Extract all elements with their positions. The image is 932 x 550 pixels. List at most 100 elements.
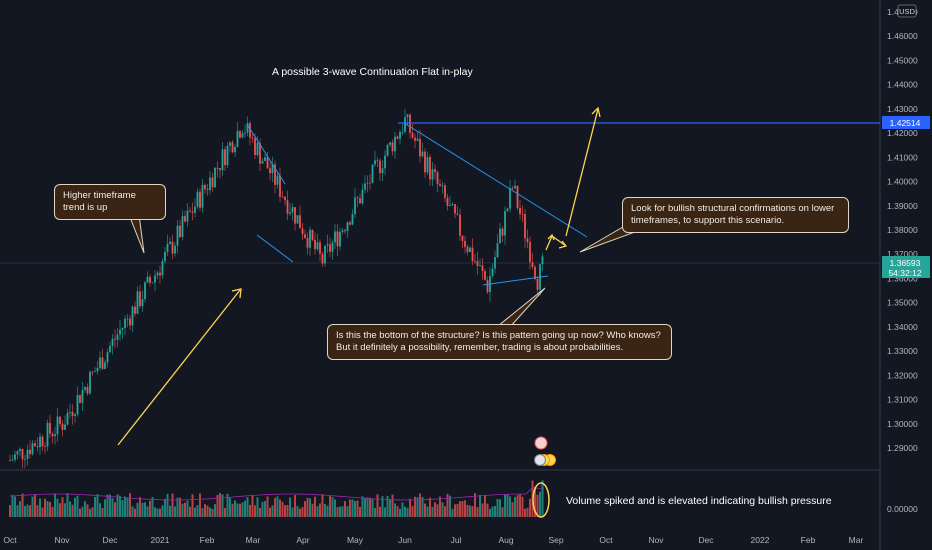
chart-title: A possible 3-wave Continuation Flat in-p…	[272, 66, 473, 78]
candle-body	[206, 189, 209, 191]
candle-body	[314, 239, 316, 250]
volume-bar	[14, 496, 16, 517]
volume-bar	[371, 498, 374, 517]
volume-bar	[19, 501, 21, 517]
volume-bar	[401, 502, 404, 517]
candle-body	[341, 230, 344, 232]
event-markers	[534, 436, 556, 466]
y-tick-label: 1.41000	[887, 152, 918, 162]
volume-bar	[29, 505, 31, 517]
candle-body	[524, 214, 526, 239]
candle-body	[221, 149, 224, 171]
y-tick-label: 1.39000	[887, 201, 918, 211]
volume-bar	[384, 507, 386, 517]
candle-body	[169, 241, 171, 244]
x-tick-label: Oct	[599, 535, 613, 545]
candle-body	[479, 265, 481, 267]
volume-bar	[26, 504, 29, 517]
volume-bar	[279, 499, 281, 517]
volume-bar	[214, 504, 216, 517]
volume-bar	[316, 506, 319, 517]
volume-bar	[171, 493, 174, 517]
volume-bar	[484, 495, 486, 517]
candle-body	[516, 185, 519, 208]
volume-layer	[9, 480, 545, 517]
volume-bar	[239, 503, 241, 517]
candle-body	[429, 157, 431, 180]
candle-body	[321, 253, 324, 264]
candle-body	[189, 210, 191, 212]
volume-bar	[244, 500, 246, 517]
candle-body	[66, 412, 69, 425]
y-tick-label: 1.44000	[887, 80, 918, 90]
volume-bar	[159, 508, 161, 517]
channel-line-d	[482, 275, 549, 286]
y-tick-label: 1.32000	[887, 370, 918, 380]
y-tick-label: 1.43000	[887, 104, 918, 114]
volume-bar	[241, 502, 244, 517]
candle-body	[34, 443, 36, 447]
volume-bar	[94, 496, 96, 517]
candle-body	[86, 386, 89, 394]
volume-bar	[66, 493, 69, 517]
volume-bar	[274, 497, 276, 517]
volume-bar	[194, 507, 196, 517]
candle-body	[426, 157, 429, 173]
candle-body	[61, 423, 64, 430]
candle-body	[224, 149, 226, 166]
candle-body	[371, 164, 374, 183]
x-tick-label: Feb	[200, 535, 215, 545]
volume-bar	[269, 507, 271, 517]
volume-bar	[46, 501, 49, 517]
candle-body	[89, 371, 91, 394]
volume-bar	[166, 493, 169, 517]
candle-body	[106, 352, 109, 363]
candle-body	[276, 175, 279, 185]
currency-label: USD	[899, 7, 915, 16]
volume-bar	[421, 496, 424, 517]
volume-bar	[119, 495, 121, 517]
candle-body	[334, 231, 336, 243]
candle-body	[39, 436, 41, 448]
callout-question: Is this the bottom of the structure? Is …	[327, 324, 672, 360]
y-tick-label: 1.40000	[887, 177, 918, 187]
wave-path-head	[547, 233, 555, 241]
candle-body	[31, 443, 34, 455]
volume-bar	[319, 503, 321, 517]
volume-bar	[221, 494, 224, 517]
volume-bar	[416, 497, 419, 517]
candle-body	[459, 214, 461, 236]
x-tick-label: Mar	[246, 535, 261, 545]
volume-bar	[296, 506, 299, 517]
volume-bar	[491, 506, 494, 517]
breakout-arrow-head	[591, 106, 601, 118]
volume-highlight-circle	[532, 482, 550, 518]
volume-bar	[204, 504, 206, 517]
x-tick-label: Jun	[398, 535, 412, 545]
candle-body	[134, 306, 136, 314]
candle-body	[416, 138, 419, 141]
volume-bar	[306, 497, 309, 517]
candles-layer	[9, 108, 544, 469]
volume-bar	[351, 499, 354, 517]
candle-body	[121, 328, 124, 330]
candle-body	[199, 191, 201, 208]
x-tick-label: Aug	[498, 535, 513, 545]
candle-body	[56, 416, 59, 435]
volume-bar	[99, 503, 101, 517]
candle-body	[309, 229, 311, 248]
candle-body	[29, 449, 31, 455]
candle-body	[424, 151, 426, 173]
candle-body	[329, 244, 331, 252]
x-tick-label: May	[347, 535, 364, 545]
volume-bar	[451, 508, 454, 517]
x-tick-label: Oct	[3, 535, 17, 545]
candle-body	[181, 216, 184, 238]
candle-body	[541, 256, 544, 265]
candle-body	[249, 123, 251, 138]
volume-bar	[81, 506, 84, 517]
hline-price-label: 1.42514	[890, 118, 921, 128]
volume-bar	[236, 503, 239, 517]
candle-body	[291, 207, 294, 213]
